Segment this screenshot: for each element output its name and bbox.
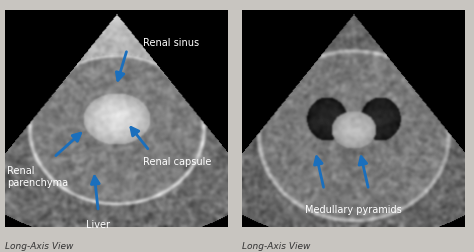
Text: Medullary pyramids: Medullary pyramids [305, 205, 401, 215]
Text: Long-Axis View: Long-Axis View [5, 242, 73, 251]
Text: Renal
parenchyma: Renal parenchyma [7, 166, 68, 188]
Text: Renal sinus: Renal sinus [143, 38, 199, 48]
Text: Renal capsule: Renal capsule [143, 158, 211, 167]
Text: Liver: Liver [86, 220, 110, 230]
Text: Long-Axis View: Long-Axis View [242, 242, 310, 251]
